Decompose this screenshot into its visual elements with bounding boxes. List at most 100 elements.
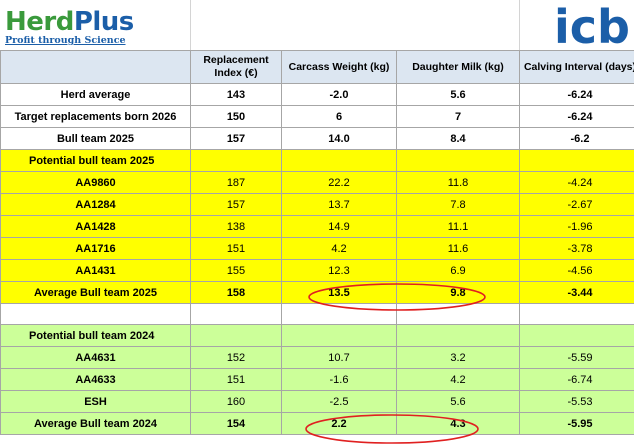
row-label: Target replacements born 2026	[0, 105, 191, 128]
empty-cell	[396, 149, 520, 172]
table-row: AA4631 152 10.7 3.2 -5.59	[0, 346, 634, 369]
herdplus-wordmark: HerdPlus	[5, 9, 134, 35]
header-divider	[190, 0, 191, 50]
cell-calving-interval: -6.24	[519, 105, 634, 128]
header-calving-interval: Calving Interval (days)	[519, 50, 634, 84]
cell-calving-interval: -6.74	[519, 368, 634, 391]
cell-replacement-index: 158	[190, 281, 282, 304]
cell-carcass-weight: 13.5	[281, 281, 397, 304]
icbf-logo: icb	[556, 0, 634, 50]
cell-daughter-milk: 9.8	[396, 281, 520, 304]
cell-daughter-milk: 4.3	[396, 412, 520, 435]
header-daughter-milk: Daughter Milk (kg)	[396, 50, 520, 84]
row-label: Herd average	[0, 83, 191, 106]
cell-daughter-milk: 5.6	[396, 83, 520, 106]
cell-carcass-weight: -1.6	[281, 368, 397, 391]
cell-replacement-index: 151	[190, 368, 282, 391]
section-header-row-2024: Potential bull team 2024	[0, 324, 634, 347]
cell-carcass-weight: 2.2	[281, 412, 397, 435]
cell-calving-interval: -5.95	[519, 412, 634, 435]
empty-cell	[0, 303, 191, 325]
empty-cell	[190, 303, 282, 325]
cell-carcass-weight: 4.2	[281, 237, 397, 260]
cell-daughter-milk: 11.8	[396, 171, 520, 194]
cell-daughter-milk: 7	[396, 105, 520, 128]
cell-carcass-weight: 12.3	[281, 259, 397, 282]
row-label: Average Bull team 2024	[0, 412, 191, 435]
cell-daughter-milk: 6.9	[396, 259, 520, 282]
cell-carcass-weight: 14.0	[281, 127, 397, 150]
empty-cell	[281, 303, 397, 325]
cell-daughter-milk: 7.8	[396, 193, 520, 216]
cell-carcass-weight: 13.7	[281, 193, 397, 216]
header-divider	[519, 0, 520, 50]
cell-daughter-milk: 8.4	[396, 127, 520, 150]
empty-cell	[190, 149, 282, 172]
cell-replacement-index: 160	[190, 390, 282, 413]
header-carcass-weight: Carcass Weight (kg)	[281, 50, 397, 84]
table-row: AA1431 155 12.3 6.9 -4.56	[0, 259, 634, 282]
empty-cell	[190, 324, 282, 347]
icbf-logo-text: icb	[556, 0, 630, 50]
cell-carcass-weight: -2.5	[281, 390, 397, 413]
table-row: Target replacements born 2026 150 6 7 -6…	[0, 105, 634, 128]
row-label: AA1428	[0, 215, 191, 238]
cell-calving-interval: -4.56	[519, 259, 634, 282]
cell-calving-interval: -1.96	[519, 215, 634, 238]
row-label: AA1431	[0, 259, 191, 282]
cell-calving-interval: -3.78	[519, 237, 634, 260]
cell-daughter-milk: 11.6	[396, 237, 520, 260]
table-row: AA9860 187 22.2 11.8 -4.24	[0, 171, 634, 194]
table-row: AA1428 138 14.9 11.1 -1.96	[0, 215, 634, 238]
empty-cell	[396, 303, 520, 325]
cell-carcass-weight: 6	[281, 105, 397, 128]
row-label: Average Bull team 2025	[0, 281, 191, 304]
empty-cell	[519, 303, 634, 325]
cell-replacement-index: 187	[190, 171, 282, 194]
empty-cell	[281, 324, 397, 347]
row-label: AA1284	[0, 193, 191, 216]
average-row-2025: Average Bull team 2025 158 13.5 9.8 -3.4…	[0, 281, 634, 304]
row-label: AA1716	[0, 237, 191, 260]
row-label: Bull team 2025	[0, 127, 191, 150]
cell-daughter-milk: 11.1	[396, 215, 520, 238]
table-row: Herd average 143 -2.0 5.6 -6.24	[0, 83, 634, 106]
herdplus-logo: HerdPlus Profit through Science	[5, 9, 134, 46]
cell-calving-interval: -5.59	[519, 346, 634, 369]
cell-carcass-weight: 10.7	[281, 346, 397, 369]
cell-replacement-index: 143	[190, 83, 282, 106]
table-header-row: Replacement Index (€) Carcass Weight (kg…	[0, 50, 634, 84]
cell-replacement-index: 150	[190, 105, 282, 128]
section-header-row-2025: Potential bull team 2025	[0, 149, 634, 172]
table-row: AA1716 151 4.2 11.6 -3.78	[0, 237, 634, 260]
cell-calving-interval: -4.24	[519, 171, 634, 194]
brand-plus: Plus	[73, 7, 134, 37]
header-blank	[0, 50, 191, 84]
header-replacement-index: Replacement Index (€)	[190, 50, 282, 84]
cell-carcass-weight: 14.9	[281, 215, 397, 238]
empty-cell	[519, 149, 634, 172]
cell-calving-interval: -6.24	[519, 83, 634, 106]
cell-daughter-milk: 3.2	[396, 346, 520, 369]
cell-replacement-index: 155	[190, 259, 282, 282]
cell-replacement-index: 157	[190, 193, 282, 216]
row-label: ESH	[0, 390, 191, 413]
cell-daughter-milk: 5.6	[396, 390, 520, 413]
table-row: AA1284 157 13.7 7.8 -2.67	[0, 193, 634, 216]
cell-calving-interval: -3.44	[519, 281, 634, 304]
table-row: ESH 160 -2.5 5.6 -5.53	[0, 390, 634, 413]
cell-carcass-weight: -2.0	[281, 83, 397, 106]
row-label: AA4633	[0, 368, 191, 391]
bull-team-table: Replacement Index (€) Carcass Weight (kg…	[0, 50, 634, 435]
average-row-2024: Average Bull team 2024 154 2.2 4.3 -5.95	[0, 412, 634, 435]
cell-replacement-index: 151	[190, 237, 282, 260]
cell-daughter-milk: 4.2	[396, 368, 520, 391]
section-title-2024: Potential bull team 2024	[0, 324, 191, 347]
spacer-row	[0, 303, 634, 325]
row-label: AA9860	[0, 171, 191, 194]
table-row: AA4633 151 -1.6 4.2 -6.74	[0, 368, 634, 391]
cell-replacement-index: 138	[190, 215, 282, 238]
empty-cell	[281, 149, 397, 172]
section-title-2025: Potential bull team 2025	[0, 149, 191, 172]
cell-replacement-index: 154	[190, 412, 282, 435]
